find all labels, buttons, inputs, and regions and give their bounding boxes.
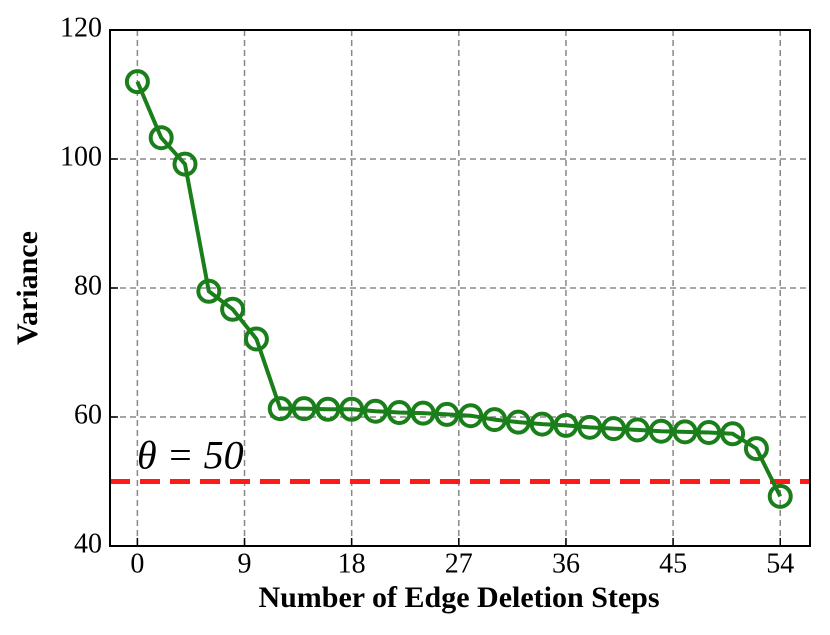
marker [482, 407, 508, 433]
x-tick-label: 45 [659, 548, 687, 579]
marker [172, 151, 198, 177]
marker [434, 401, 460, 427]
marker [553, 412, 579, 438]
marker [243, 326, 269, 352]
y-tick-label: 60 [74, 399, 102, 430]
marker [220, 296, 246, 322]
marker [315, 396, 341, 422]
marker [720, 421, 746, 447]
marker [696, 419, 722, 445]
threshold-label: θ = 50 [137, 433, 244, 478]
marker [124, 69, 150, 95]
plot-frame [109, 29, 811, 547]
marker [672, 419, 698, 445]
marker [362, 398, 388, 424]
x-tick-label: 54 [766, 548, 794, 579]
marker [648, 418, 674, 444]
marker [505, 409, 531, 435]
marker [529, 411, 555, 437]
y-tick-label: 40 [74, 528, 102, 559]
marker [410, 400, 436, 426]
y-tick-label: 80 [74, 270, 102, 301]
y-tick-label: 120 [60, 12, 102, 43]
x-tick-label: 36 [552, 548, 580, 579]
marker [148, 125, 174, 151]
marker [267, 396, 293, 422]
x-tick-label: 0 [130, 548, 144, 579]
y-axis-label: Variance [11, 231, 44, 345]
marker [386, 399, 412, 425]
marker [767, 483, 793, 509]
marker [458, 403, 484, 429]
y-tick-label: 100 [60, 141, 102, 172]
marker [291, 396, 317, 422]
marker [743, 436, 769, 462]
x-axis-label: Number of Edge Deletion Steps [258, 581, 659, 614]
marker [624, 417, 650, 443]
marker [577, 414, 603, 440]
x-tick-label: 27 [445, 548, 473, 579]
x-tick-label: 9 [238, 548, 252, 579]
marker [196, 278, 222, 304]
marker [339, 396, 365, 422]
x-tick-label: 18 [338, 548, 366, 579]
marker [601, 416, 627, 442]
